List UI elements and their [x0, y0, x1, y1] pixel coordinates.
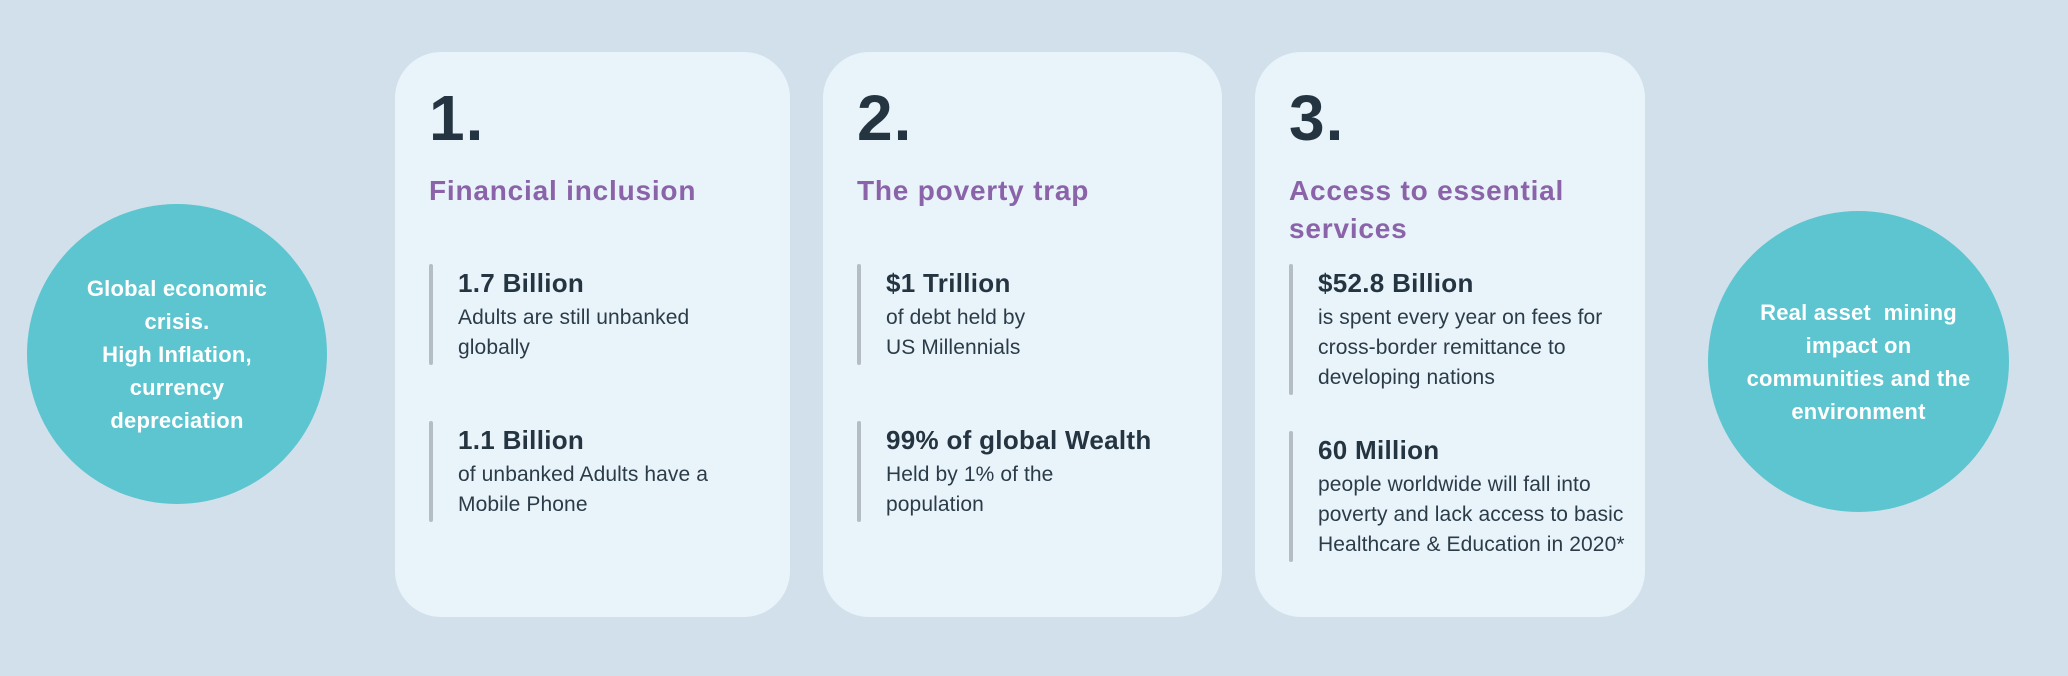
stat-value: 60 Million	[1318, 435, 1440, 465]
right-bubble-text: Real asset mining impact on communities …	[1746, 299, 1971, 424]
stat-description: people worldwide will fall into poverty …	[1318, 473, 1625, 556]
card-number: 1.	[429, 82, 485, 154]
stat-accent-bar	[429, 264, 433, 365]
stat-item: 1.1 Billion of unbanked Adults have a Mo…	[429, 421, 774, 522]
stat-content: $52.8 Billion is spent every year on fee…	[1318, 264, 1602, 395]
card-number: 3.	[1289, 82, 1345, 154]
stat-description: of unbanked Adults have a Mobile Phone	[458, 463, 709, 516]
stat-content: 60 Million people worldwide will fall in…	[1318, 431, 1625, 562]
stat-accent-bar	[429, 421, 433, 522]
stat-description: of debt held by US Millennials	[886, 306, 1026, 359]
stat-accent-bar	[1289, 264, 1293, 395]
stat-accent-bar	[857, 421, 861, 522]
stat-description: is spent every year on fees for cross-bo…	[1318, 306, 1603, 389]
stat-description: Adults are still unbanked globally	[458, 306, 690, 359]
card-title: Financial inclusion	[429, 175, 697, 206]
stat-value: $52.8 Billion	[1318, 268, 1474, 298]
stat-item: $1 Trillion of debt held by US Millennia…	[857, 264, 1206, 365]
stat-item: $52.8 Billion is spent every year on fee…	[1289, 264, 1629, 395]
card-essential-services: 3. Access to essential services $52.8 Bi…	[1255, 52, 1645, 617]
left-info-bubble: Global economic crisis. High Inflation, …	[27, 204, 327, 504]
card-number: 2.	[857, 82, 913, 154]
stat-item: 1.7 Billion Adults are still unbanked gl…	[429, 264, 774, 365]
stats-list: $1 Trillion of debt held by US Millennia…	[857, 264, 1206, 522]
card-title: The poverty trap	[857, 175, 1090, 206]
stat-value: 1.7 Billion	[458, 268, 585, 298]
card-title: Access to essential services	[1289, 175, 1565, 244]
right-info-bubble: Real asset mining impact on communities …	[1708, 211, 2009, 512]
stat-content: 1.7 Billion Adults are still unbanked gl…	[458, 264, 689, 365]
stat-content: 1.1 Billion of unbanked Adults have a Mo…	[458, 421, 708, 522]
stat-content: 99% of global Wealth Held by 1% of the p…	[886, 421, 1152, 522]
card-financial-inclusion: 1. Financial inclusion 1.7 Billion Adult…	[395, 52, 790, 617]
stat-accent-bar	[857, 264, 861, 365]
stat-content: $1 Trillion of debt held by US Millennia…	[886, 264, 1025, 365]
stats-list: $52.8 Billion is spent every year on fee…	[1289, 264, 1629, 562]
stat-description: Held by 1% of the population	[886, 463, 1054, 516]
stats-list: 1.7 Billion Adults are still unbanked gl…	[429, 264, 774, 522]
stat-value: 99% of global Wealth	[886, 425, 1152, 455]
stat-value: $1 Trillion	[886, 268, 1011, 298]
stat-value: 1.1 Billion	[458, 425, 585, 455]
stat-item: 99% of global Wealth Held by 1% of the p…	[857, 421, 1206, 522]
card-poverty-trap: 2. The poverty trap $1 Trillion of debt …	[823, 52, 1222, 617]
stat-item: 60 Million people worldwide will fall in…	[1289, 431, 1629, 562]
stat-accent-bar	[1289, 431, 1293, 562]
left-bubble-text: Global economic crisis. High Inflation, …	[86, 275, 268, 433]
